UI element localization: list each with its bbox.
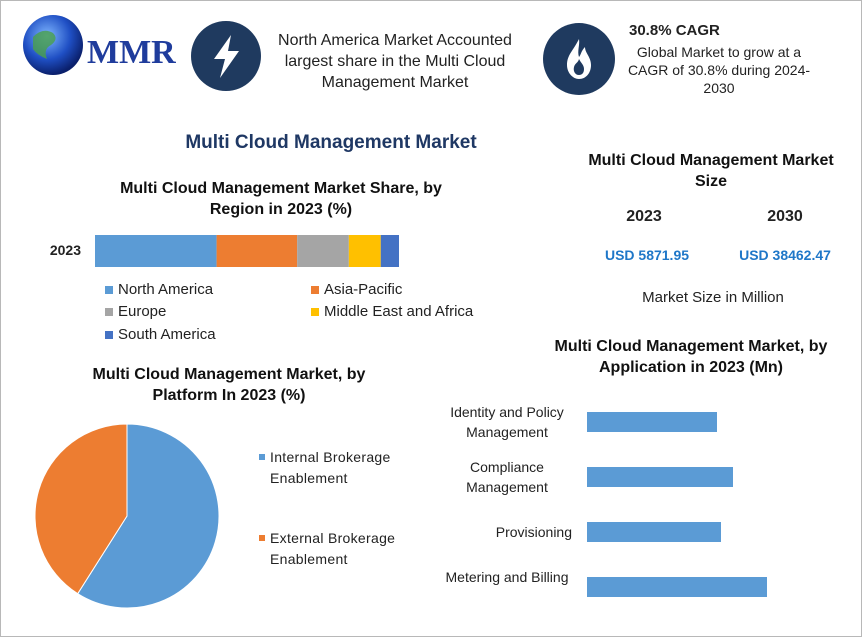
category-label: Metering and Billing xyxy=(445,569,569,585)
legend-swatch xyxy=(105,308,113,316)
bar xyxy=(587,467,733,487)
pie-slice xyxy=(77,423,220,609)
category-label: 2023 xyxy=(49,242,81,258)
size-year: 2030 xyxy=(767,208,803,225)
legend-swatch xyxy=(259,535,265,541)
bar-segment xyxy=(348,235,381,267)
logo-globe xyxy=(23,15,83,75)
legend-swatch xyxy=(105,286,113,294)
legend-label: Middle East and Africa xyxy=(324,303,474,320)
chart-title: Multi Cloud Management Market, by Applic… xyxy=(554,338,828,376)
category-label: Compliance Management xyxy=(466,459,548,496)
chart-title: Multi Cloud Management Market Share, by … xyxy=(120,180,442,218)
legend-swatch xyxy=(311,286,319,294)
cagr-title: 30.8% CAGR xyxy=(629,22,720,39)
size-value: USD 38462.47 xyxy=(739,247,831,263)
size-year: 2023 xyxy=(626,208,662,225)
bar xyxy=(587,412,717,432)
cagr-text: Global Market to grow at a CAGR of 30.8%… xyxy=(627,44,811,97)
category-label: Provisioning xyxy=(495,524,572,540)
legend-label: North America xyxy=(118,281,214,298)
size-value: USD 5871.95 xyxy=(604,247,690,263)
pie-slice xyxy=(34,423,128,595)
legend-label: External Brokerage Enablement xyxy=(270,530,396,567)
highlight-text: North America Market Accounted largest s… xyxy=(278,32,512,91)
logo-land xyxy=(33,30,56,59)
bar-segment xyxy=(380,235,399,267)
size-title: Multi Cloud Management Market Size xyxy=(588,152,834,190)
chart-title: Multi Cloud Management Market, by Platfo… xyxy=(92,366,366,404)
bar xyxy=(587,522,721,542)
flame-icon-inner xyxy=(573,59,584,75)
legend-label: Europe xyxy=(118,303,167,320)
legend-swatch xyxy=(259,454,265,460)
bar-segment xyxy=(95,235,217,267)
bar-segment xyxy=(216,235,298,267)
bar-segment xyxy=(297,235,349,267)
legend-swatch xyxy=(311,308,319,316)
legend-label: South America xyxy=(118,326,216,343)
category-label: Identity and Policy Management xyxy=(450,404,564,441)
legend-swatch xyxy=(105,331,113,339)
logo-text: MMR xyxy=(87,34,176,71)
main-title: Multi Cloud Management Market xyxy=(185,132,477,153)
lightning-icon xyxy=(214,35,239,78)
size-note: Market Size in Million xyxy=(642,289,784,306)
legend-label: Asia-Pacific xyxy=(324,281,403,298)
legend-label: Internal Brokerage Enablement xyxy=(270,449,391,486)
bar xyxy=(587,577,767,597)
